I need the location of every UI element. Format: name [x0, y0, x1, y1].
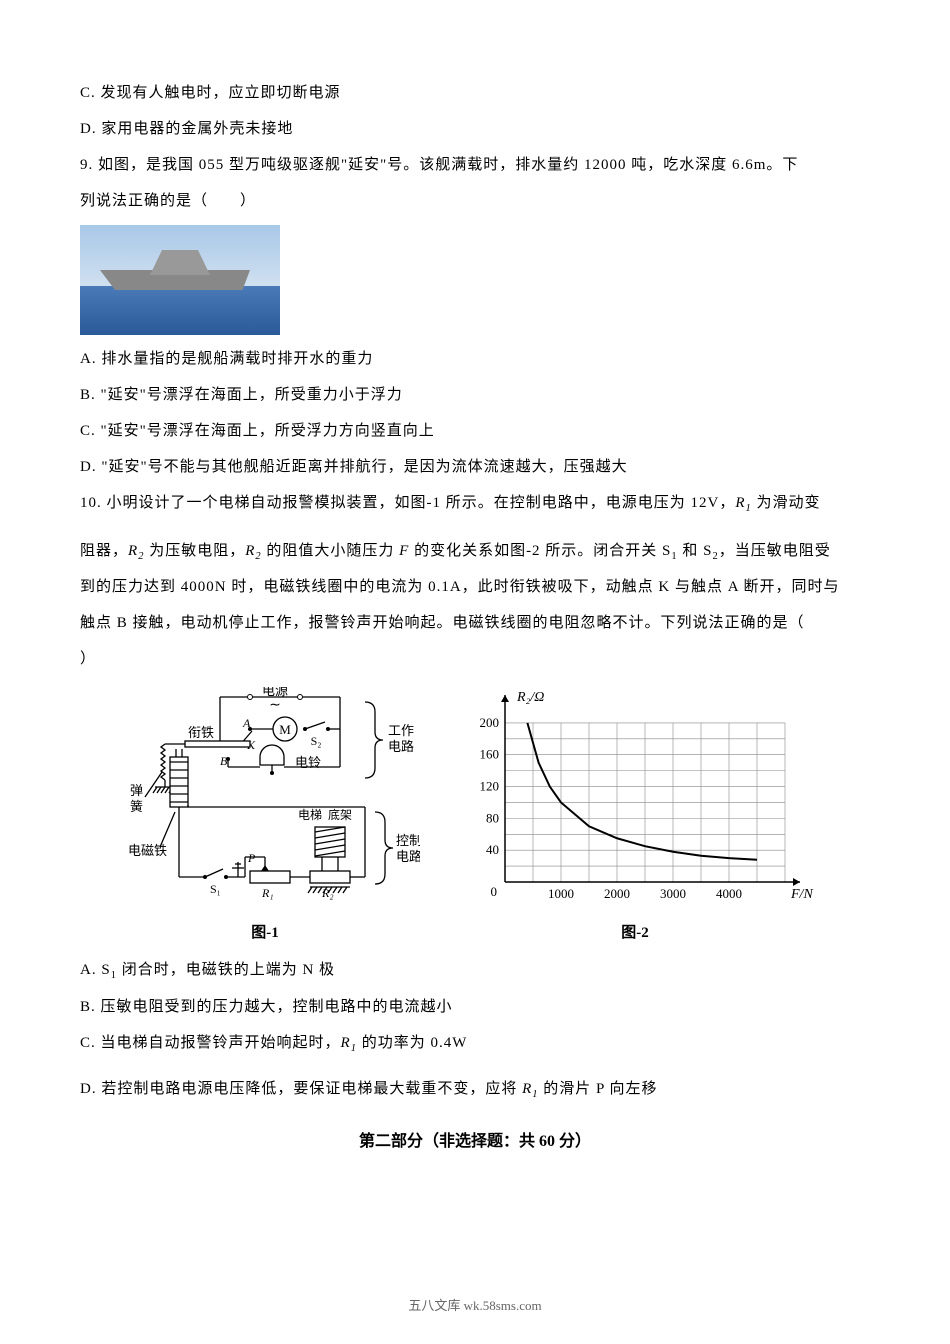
svg-text:4000: 4000 — [716, 886, 742, 901]
graph-diagram: 0 1000 2000 3000 4000 40 80 120 160 200 R₂/Ω F/N — [450, 687, 820, 912]
svg-text:底架: 底架 — [328, 807, 352, 822]
svg-text:衔铁: 衔铁 — [188, 725, 214, 740]
q10-stem-2c: 的阻值大小随压力 — [262, 543, 400, 559]
q10-stem-5: ） — [80, 641, 870, 677]
svg-text:A: A — [242, 716, 251, 730]
var-r2-a: R2 — [128, 543, 144, 559]
svg-text:160: 160 — [480, 747, 500, 762]
svg-text:∼: ∼ — [269, 698, 281, 713]
q10-stem-2a: 阻器， — [80, 543, 128, 559]
q10-option-b: B. 压敏电阻受到的压力越大，控制电路中的电流越小 — [80, 989, 870, 1025]
q10-option-a: A. S1 闭合时，电磁铁的上端为 N 极 — [80, 952, 870, 988]
svg-text:0: 0 — [491, 884, 498, 899]
svg-text:B: B — [220, 754, 228, 768]
diagram-2-label: 图-2 — [450, 921, 820, 942]
q9-option-d: D. "延安"号不能与其他舰船近距离并排航行，是因为流体流速越大，压强越大 — [80, 449, 870, 485]
svg-text:40: 40 — [486, 843, 499, 858]
svg-text:S₂: S₂ — [311, 734, 322, 748]
q9-option-c: C. "延安"号漂浮在海面上，所受浮力方向竖直向上 — [80, 413, 870, 449]
svg-text:簧: 簧 — [130, 799, 143, 814]
q9-stem-1: 9. 如图，是我国 055 型万吨级驱逐舰"延安"号。该舰满载时，排水量约 12… — [80, 147, 870, 183]
q10-stem-3: 到的压力达到 4000N 时，电磁铁线圈中的电流为 0.1A，此时衔铁被吸下，动… — [80, 569, 870, 605]
svg-text:3000: 3000 — [660, 886, 686, 901]
svg-text:S₁: S₁ — [210, 882, 221, 896]
ship-figure — [80, 225, 280, 335]
var-f: F — [399, 543, 409, 559]
q10-stem-1b: 为滑动变 — [752, 495, 821, 511]
svg-text:电铃: 电铃 — [295, 755, 321, 770]
prev-option-c: C. 发现有人触电时，应立即切断电源 — [80, 75, 870, 111]
svg-text:R₂/Ω: R₂/Ω — [516, 690, 544, 705]
diagram-2-box: 0 1000 2000 3000 4000 40 80 120 160 200 R₂/Ω F/N 图-… — [450, 687, 820, 942]
svg-text:F/N: F/N — [790, 887, 813, 902]
svg-text:电路: 电路 — [388, 739, 414, 754]
diagram-1-label: 图-1 — [110, 921, 420, 942]
circuit-diagram: ∼电源MS₂AKB衔铁弹簧电铃工作电路电磁铁S₁R₁PR₂电梯底架控制电路 — [110, 687, 420, 912]
svg-text:R₁: R₁ — [261, 886, 274, 900]
page-footer: 五八文库 wk.58sms.com — [0, 1295, 950, 1314]
q10-option-d: D. 若控制电路电源电压降低，要保证电梯最大载重不变，应将 R1 的滑片 P 向… — [80, 1071, 870, 1107]
q10-stem-2e: 和 S — [678, 543, 713, 559]
q10-stem-1a: 10. 小明设计了一个电梯自动报警模拟装置，如图-1 所示。在控制电路中，电源电… — [80, 495, 735, 511]
q9-option-a: A. 排水量指的是舰船满载时排开水的重力 — [80, 341, 870, 377]
svg-text:电路: 电路 — [396, 849, 420, 864]
q9-option-b: B. "延安"号漂浮在海面上，所受重力小于浮力 — [80, 377, 870, 413]
var-r1: R1 — [735, 495, 751, 511]
svg-text:弹: 弹 — [130, 783, 143, 798]
var-r2-b: R2 — [245, 543, 261, 559]
q9-stem-2: 列说法正确的是（ ） — [80, 183, 870, 219]
q10-stem-4: 触点 B 接触，电动机停止工作，报警铃声开始响起。电磁铁线圈的电阻忽略不计。下列… — [80, 605, 870, 641]
diagram-row: ∼电源MS₂AKB衔铁弹簧电铃工作电路电磁铁S₁R₁PR₂电梯底架控制电路 图-… — [110, 687, 870, 942]
q10-stem-2d: 的变化关系如图-2 所示。闭合开关 S — [409, 543, 671, 559]
svg-text:80: 80 — [486, 811, 499, 826]
svg-text:M: M — [279, 722, 291, 737]
prev-option-d: D. 家用电器的金属外壳未接地 — [80, 111, 870, 147]
svg-text:120: 120 — [480, 779, 500, 794]
svg-text:2000: 2000 — [604, 886, 630, 901]
svg-text:电源: 电源 — [262, 687, 288, 698]
q10-stem-2: 阻器，R2 为压敏电阻，R2 的阻值大小随压力 F 的变化关系如图-2 所示。闭… — [80, 533, 870, 569]
q10-stem-2b: 为压敏电阻， — [144, 543, 245, 559]
svg-text:1000: 1000 — [548, 886, 574, 901]
q10-stem-1: 10. 小明设计了一个电梯自动报警模拟装置，如图-1 所示。在控制电路中，电源电… — [80, 485, 870, 521]
svg-text:200: 200 — [480, 715, 500, 730]
svg-text:工作: 工作 — [388, 723, 414, 738]
svg-text:控制: 控制 — [396, 833, 420, 848]
q10-option-c: C. 当电梯自动报警铃声开始响起时，R1 的功率为 0.4W — [80, 1025, 870, 1061]
svg-text:电梯: 电梯 — [298, 808, 322, 822]
svg-text:P: P — [247, 851, 256, 865]
q10-stem-2f: ，当压敏电阻受 — [719, 543, 831, 559]
section-2-title: 第二部分（非选择题：共 60 分） — [80, 1127, 870, 1151]
diagram-1-box: ∼电源MS₂AKB衔铁弹簧电铃工作电路电磁铁S₁R₁PR₂电梯底架控制电路 图-… — [110, 687, 420, 942]
